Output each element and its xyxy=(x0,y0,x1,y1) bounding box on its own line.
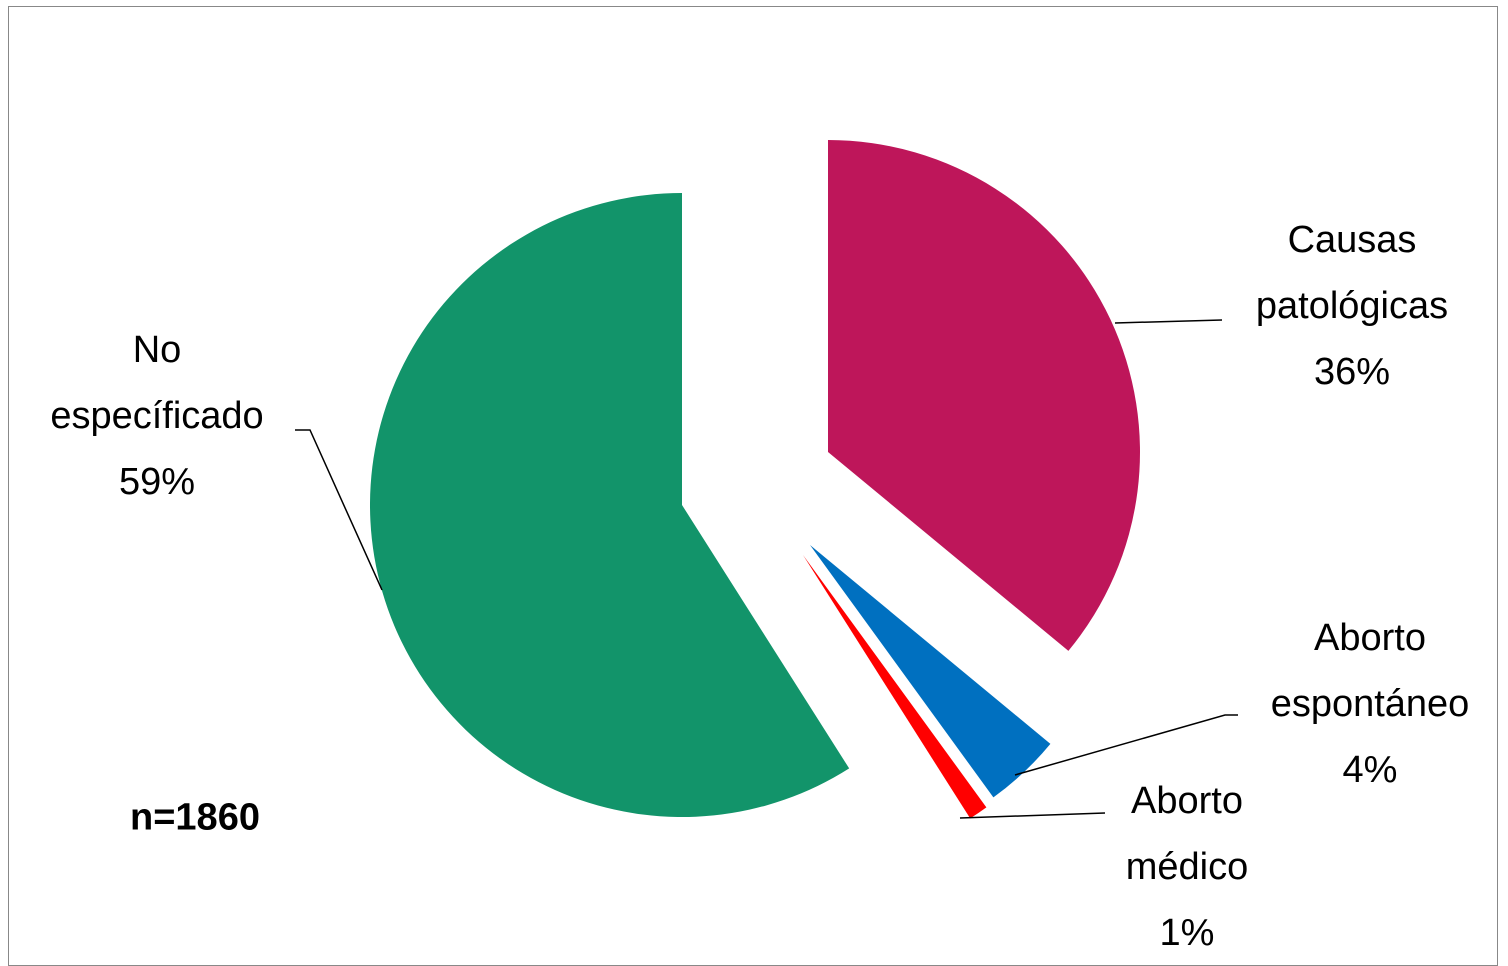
value-label: 59% xyxy=(118,461,196,503)
leader-line xyxy=(1114,319,1223,324)
value-label: 1% xyxy=(1159,912,1215,954)
slice-label: Aborto médico 1% xyxy=(1125,768,1249,966)
leader-line xyxy=(295,429,383,591)
pie-slice xyxy=(370,192,850,817)
value-label: 36% xyxy=(1313,351,1391,393)
slice-label: Aborto espontáneo 4% xyxy=(1271,605,1470,803)
category-label: Causas patológicas xyxy=(1255,219,1449,327)
pie-slice xyxy=(828,140,1141,651)
annotation: n=1860 xyxy=(130,796,260,839)
slice-label: No específicado 59% xyxy=(50,317,263,515)
pie-slice xyxy=(810,545,1051,798)
category-label: Aborto médico xyxy=(1125,780,1249,888)
category-label: Aborto espontáneo xyxy=(1270,617,1470,725)
leader-line xyxy=(1014,714,1238,776)
slice-label: Causas patológicas 36% xyxy=(1256,207,1448,405)
pie-slice xyxy=(803,555,987,819)
category-label: No específicado xyxy=(50,329,264,437)
leader-line xyxy=(959,812,1106,819)
value-label: 4% xyxy=(1342,749,1398,791)
